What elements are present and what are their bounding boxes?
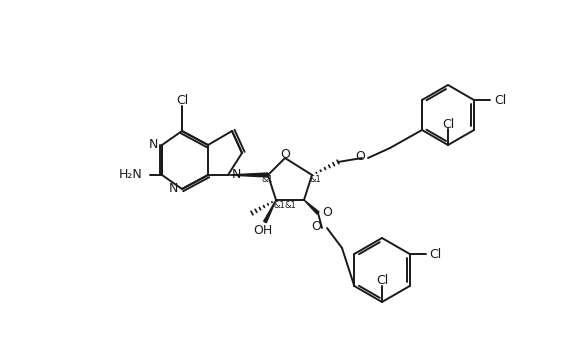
Text: O: O	[311, 219, 321, 233]
Text: Cl: Cl	[176, 94, 188, 108]
Text: N: N	[232, 169, 241, 181]
Text: N: N	[168, 182, 178, 196]
Text: &1: &1	[310, 175, 322, 185]
Text: OH: OH	[253, 224, 272, 237]
Polygon shape	[304, 200, 319, 214]
Text: Cl: Cl	[430, 247, 442, 261]
Text: O: O	[322, 207, 332, 219]
Text: O: O	[355, 149, 365, 163]
Text: Cl: Cl	[494, 93, 506, 106]
Text: &1: &1	[284, 202, 296, 211]
Text: Cl: Cl	[442, 118, 454, 131]
Text: H₂N: H₂N	[119, 169, 142, 181]
Text: &1: &1	[273, 201, 285, 209]
Text: Cl: Cl	[376, 274, 388, 288]
Text: O: O	[280, 148, 290, 162]
Polygon shape	[264, 200, 276, 223]
Polygon shape	[228, 173, 268, 177]
Text: &1: &1	[261, 175, 272, 185]
Text: N: N	[149, 138, 158, 152]
